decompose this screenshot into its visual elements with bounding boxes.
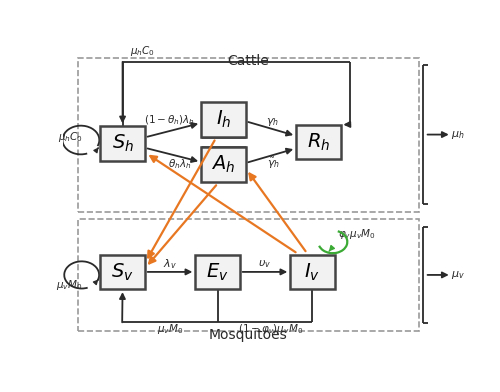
- Text: $I_h$: $I_h$: [216, 109, 231, 130]
- Text: $\mu_v$: $\mu_v$: [451, 269, 464, 281]
- Text: $\gamma_h$: $\gamma_h$: [266, 116, 279, 128]
- Text: $(1-\theta_h)\lambda_h$: $(1-\theta_h)\lambda_h$: [144, 113, 194, 127]
- FancyBboxPatch shape: [201, 102, 246, 137]
- Text: $I_v$: $I_v$: [304, 261, 320, 283]
- Text: $R_h$: $R_h$: [306, 131, 330, 153]
- Text: $\mu_h C_0$: $\mu_h C_0$: [58, 130, 82, 144]
- FancyBboxPatch shape: [296, 125, 341, 160]
- Text: $\theta_h\lambda_h$: $\theta_h\lambda_h$: [168, 157, 192, 171]
- FancyBboxPatch shape: [100, 126, 145, 161]
- Text: $\mu_v M_0$: $\mu_v M_0$: [157, 322, 183, 336]
- Text: $\upsilon_v$: $\upsilon_v$: [258, 258, 272, 270]
- Text: $S_h$: $S_h$: [112, 133, 134, 154]
- FancyBboxPatch shape: [290, 254, 335, 289]
- FancyBboxPatch shape: [201, 147, 246, 182]
- Text: $\lambda_v$: $\lambda_v$: [163, 258, 177, 271]
- FancyBboxPatch shape: [195, 254, 240, 289]
- Text: $\mu_h C_0$: $\mu_h C_0$: [130, 44, 154, 58]
- Text: $S_v$: $S_v$: [112, 261, 134, 283]
- Text: $\tilde{\gamma}_h$: $\tilde{\gamma}_h$: [268, 156, 280, 171]
- FancyBboxPatch shape: [100, 254, 145, 289]
- Text: Cattle: Cattle: [228, 54, 270, 68]
- Text: $A_h$: $A_h$: [212, 154, 236, 175]
- Text: $E_v$: $E_v$: [206, 261, 229, 283]
- Text: Mosquitoes: Mosquitoes: [209, 328, 288, 342]
- Bar: [78, 58, 419, 212]
- Text: $\varphi_v\mu_v M_0$: $\varphi_v\mu_v M_0$: [338, 227, 376, 241]
- Text: $(1-\varphi_v)\mu_v M_0$: $(1-\varphi_v)\mu_v M_0$: [238, 322, 304, 336]
- Text: $\mu_v M_0$: $\mu_v M_0$: [56, 278, 82, 292]
- Bar: [78, 219, 419, 331]
- Text: $\mu_h$: $\mu_h$: [451, 129, 464, 141]
